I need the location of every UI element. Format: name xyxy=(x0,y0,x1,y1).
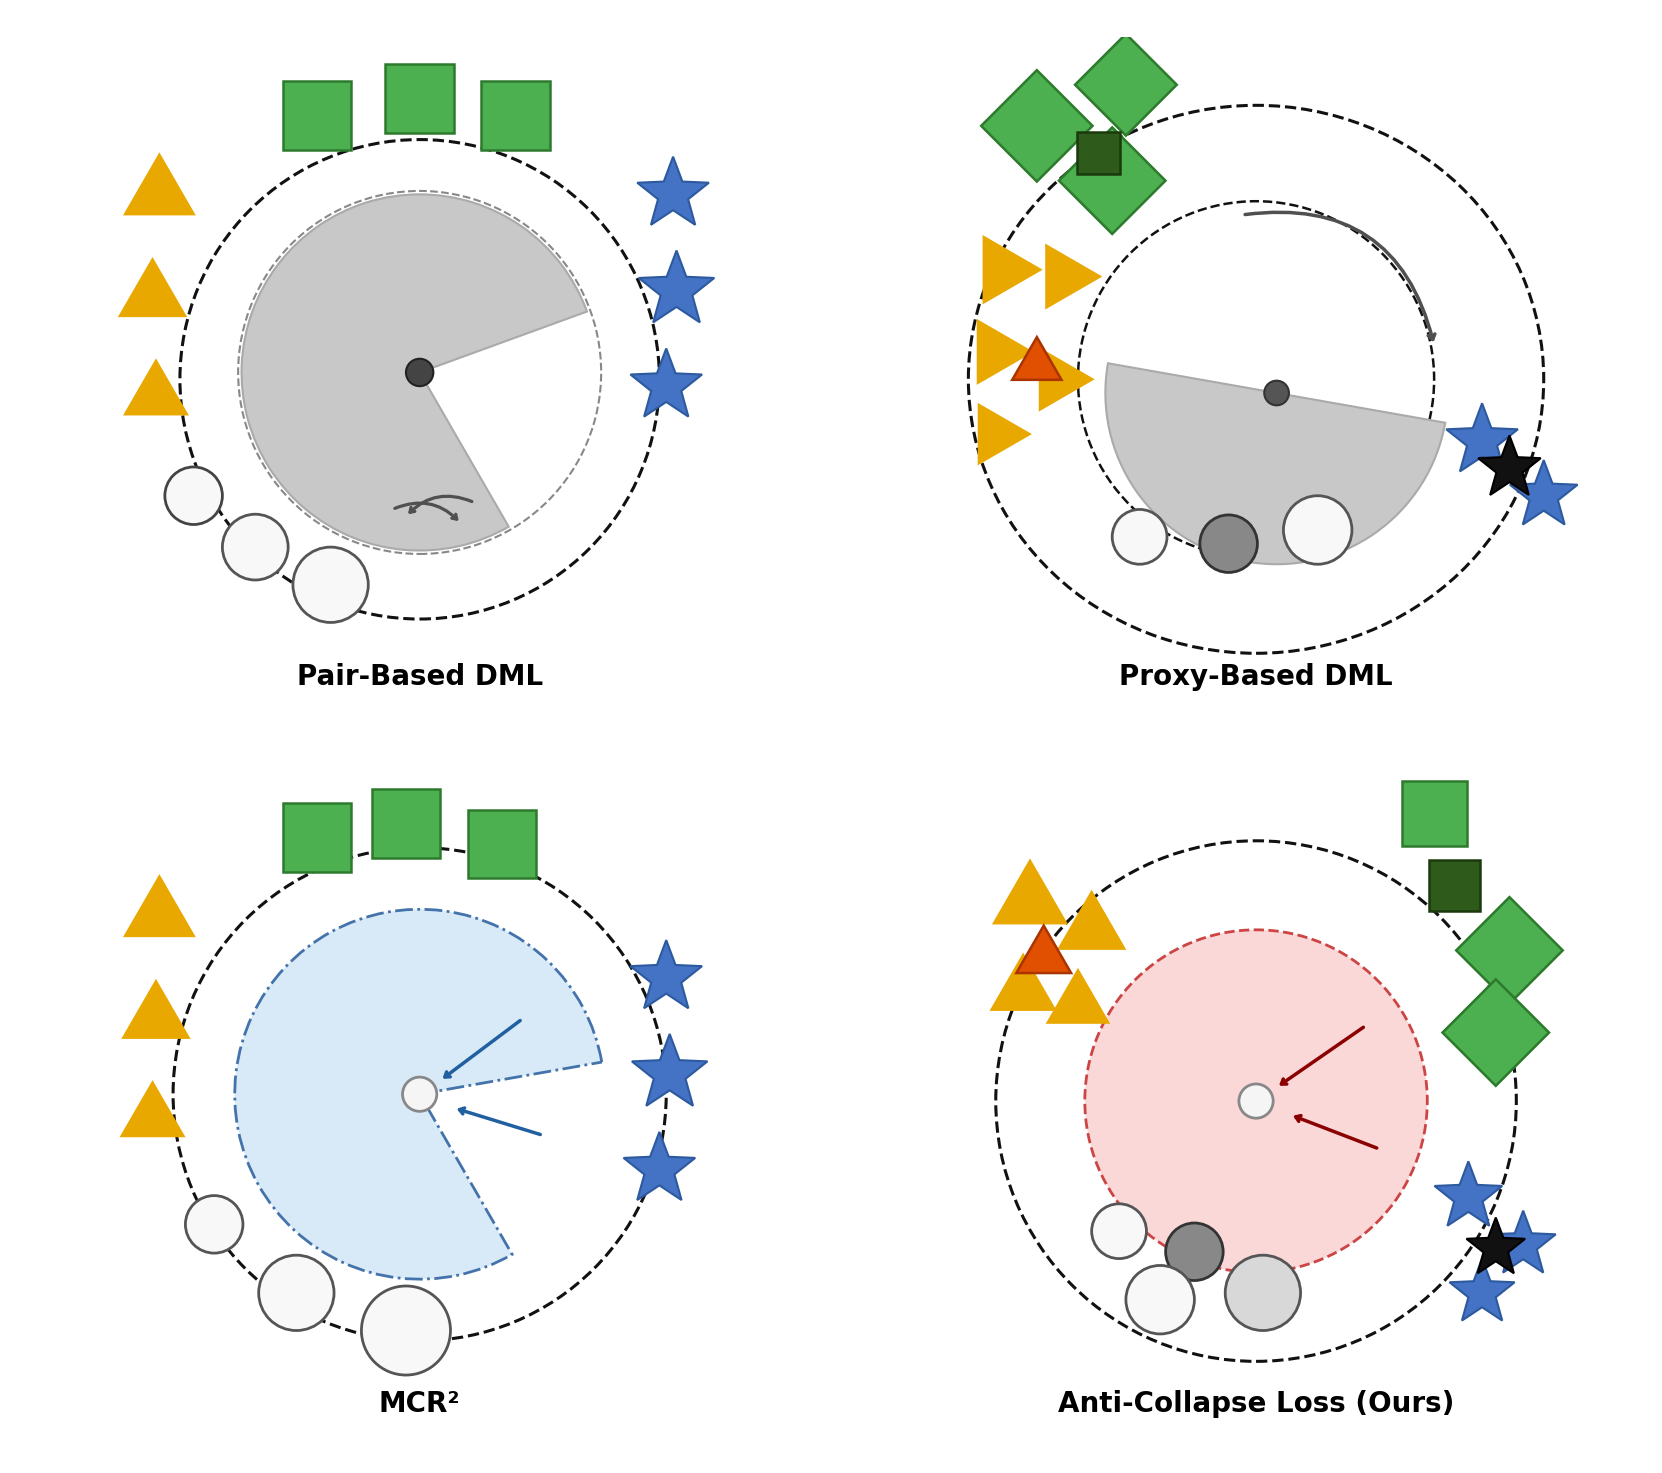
Polygon shape xyxy=(1047,971,1109,1022)
Polygon shape xyxy=(1449,1258,1514,1321)
Polygon shape xyxy=(1456,897,1562,1003)
Polygon shape xyxy=(123,981,188,1037)
Circle shape xyxy=(1265,380,1290,405)
Circle shape xyxy=(186,1196,243,1254)
Polygon shape xyxy=(623,1131,695,1200)
Polygon shape xyxy=(1075,34,1177,136)
Polygon shape xyxy=(1040,349,1092,409)
Text: Proxy-Based DML: Proxy-Based DML xyxy=(1119,663,1393,691)
Polygon shape xyxy=(1047,246,1100,308)
Circle shape xyxy=(1125,1265,1195,1335)
Circle shape xyxy=(1165,1223,1223,1280)
Wedge shape xyxy=(1105,364,1446,564)
FancyBboxPatch shape xyxy=(66,748,773,1454)
Polygon shape xyxy=(1443,980,1549,1086)
Polygon shape xyxy=(1077,133,1120,174)
Circle shape xyxy=(165,467,223,524)
Circle shape xyxy=(1092,1203,1147,1258)
Polygon shape xyxy=(630,940,701,1008)
Polygon shape xyxy=(1059,893,1124,949)
Wedge shape xyxy=(241,194,587,551)
Circle shape xyxy=(406,359,434,386)
Polygon shape xyxy=(1017,925,1070,974)
Polygon shape xyxy=(1466,1218,1526,1273)
Circle shape xyxy=(402,1077,437,1111)
Circle shape xyxy=(1283,496,1351,564)
Polygon shape xyxy=(1429,860,1481,910)
FancyBboxPatch shape xyxy=(889,748,1596,1454)
Polygon shape xyxy=(977,321,1032,383)
Polygon shape xyxy=(1509,460,1577,524)
Polygon shape xyxy=(120,259,184,315)
Polygon shape xyxy=(372,790,440,857)
Circle shape xyxy=(1200,516,1258,573)
Polygon shape xyxy=(1059,127,1165,234)
Polygon shape xyxy=(121,1083,183,1136)
Polygon shape xyxy=(386,65,454,133)
Polygon shape xyxy=(979,405,1029,463)
Text: Anti-Collapse Loss (Ours): Anti-Collapse Loss (Ours) xyxy=(1057,1389,1454,1417)
Polygon shape xyxy=(981,71,1092,181)
FancyBboxPatch shape xyxy=(889,27,1596,732)
Polygon shape xyxy=(125,876,194,935)
Polygon shape xyxy=(482,81,550,150)
Polygon shape xyxy=(125,361,186,414)
Circle shape xyxy=(1225,1255,1301,1330)
Polygon shape xyxy=(1401,781,1466,846)
Circle shape xyxy=(1112,510,1167,564)
Circle shape xyxy=(259,1255,334,1330)
Polygon shape xyxy=(630,349,701,417)
Polygon shape xyxy=(1478,436,1541,495)
Polygon shape xyxy=(467,810,537,878)
Polygon shape xyxy=(125,155,194,214)
Polygon shape xyxy=(992,955,1055,1009)
FancyBboxPatch shape xyxy=(66,27,773,732)
Polygon shape xyxy=(283,803,351,872)
Text: Pair-Based DML: Pair-Based DML xyxy=(296,663,543,691)
Polygon shape xyxy=(984,237,1040,302)
Circle shape xyxy=(1238,1084,1273,1118)
Circle shape xyxy=(361,1286,450,1376)
Polygon shape xyxy=(638,250,715,323)
Circle shape xyxy=(223,514,288,580)
Text: MCR²: MCR² xyxy=(379,1389,460,1417)
Polygon shape xyxy=(1434,1161,1502,1226)
Polygon shape xyxy=(632,1034,708,1106)
Circle shape xyxy=(1085,929,1428,1273)
Polygon shape xyxy=(637,156,710,225)
Wedge shape xyxy=(234,909,602,1279)
Polygon shape xyxy=(283,81,351,150)
Polygon shape xyxy=(994,860,1065,924)
Circle shape xyxy=(293,546,369,623)
Polygon shape xyxy=(1491,1211,1556,1273)
Polygon shape xyxy=(1012,337,1062,380)
Polygon shape xyxy=(1446,404,1517,471)
